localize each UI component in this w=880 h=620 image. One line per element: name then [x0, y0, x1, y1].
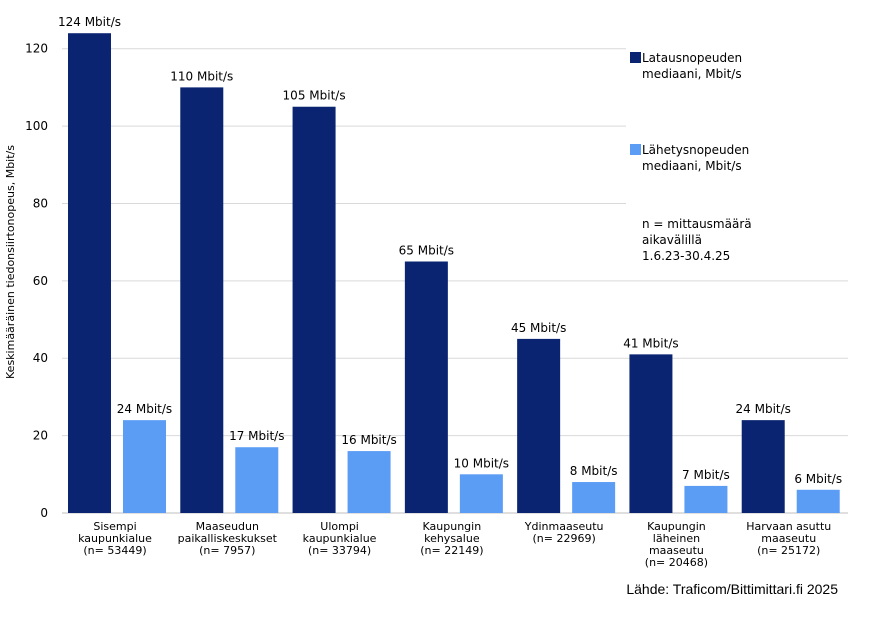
data-label: 41 Mbit/s: [623, 336, 678, 350]
category-label: Ydinmaaseutu: [524, 520, 604, 533]
y-tick-label: 20: [33, 429, 48, 443]
category-label: Ulompi: [320, 520, 359, 533]
bar-download: [517, 338, 561, 513]
bar-upload: [796, 489, 840, 513]
category-label: (n= 7957): [199, 544, 255, 557]
category-label: Maaseudun: [196, 520, 259, 533]
data-label: 65 Mbit/s: [399, 244, 454, 258]
legend-label: Lähetysnopeuden: [642, 143, 749, 157]
y-tick-label: 120: [25, 42, 48, 56]
data-label: 24 Mbit/s: [117, 402, 172, 416]
y-tick-label: 80: [33, 196, 48, 210]
category-label: maaseutu: [649, 544, 704, 557]
category-label: Sisempi: [93, 520, 136, 533]
data-label: 10 Mbit/s: [454, 456, 509, 470]
legend-label: mediaani, Mbit/s: [642, 159, 742, 173]
source-note: Lähde: Traficom/Bittimittari.fi 2025: [626, 581, 838, 597]
bar-download: [404, 261, 448, 513]
category-label: Harvaan asuttu: [746, 520, 831, 533]
bar-download: [741, 420, 785, 513]
y-axis-title: Keskimääräinen tiedonsiirtonopeus, Mbit/…: [4, 145, 17, 379]
data-label: 24 Mbit/s: [736, 402, 791, 416]
bar-upload: [235, 447, 279, 513]
bar-download: [629, 354, 673, 513]
category-label: (n= 22149): [420, 544, 483, 557]
bar-download: [68, 33, 111, 513]
category-label: (n= 33794): [308, 544, 371, 557]
category-label: kaupunkialue: [78, 532, 152, 545]
y-tick-label: 100: [25, 119, 48, 133]
legend-label: mediaani, Mbit/s: [642, 67, 742, 81]
bar-upload: [123, 420, 166, 513]
bar-upload: [347, 451, 391, 513]
data-label: 17 Mbit/s: [229, 429, 284, 443]
data-label: 45 Mbit/s: [511, 321, 566, 335]
category-label: läheinen: [653, 532, 700, 545]
category-label: Kaupungin: [647, 520, 706, 533]
category-label: (n= 20468): [645, 556, 708, 569]
y-tick-label: 60: [33, 274, 48, 288]
bar-upload: [684, 485, 728, 513]
category-label: kehysalue: [424, 532, 480, 545]
data-label: 7 Mbit/s: [682, 468, 730, 482]
bar-download: [292, 106, 336, 513]
data-label: 16 Mbit/s: [341, 433, 396, 447]
data-label: 110 Mbit/s: [170, 69, 233, 83]
category-label: (n= 53449): [83, 544, 146, 557]
category-label: kaupunkialue: [303, 532, 377, 545]
category-label: (n= 25172): [757, 544, 820, 557]
annotation-text: aikavälillä: [642, 233, 702, 247]
data-label: 124 Mbit/s: [58, 15, 121, 29]
category-label: Kaupungin: [423, 520, 482, 533]
bar-upload: [572, 482, 616, 513]
legend-swatch: [630, 52, 641, 63]
annotation-text: n = mittausmäärä: [642, 217, 752, 231]
data-label: 6 Mbit/s: [794, 472, 842, 486]
legend-label: Latausnopeuden: [642, 51, 742, 65]
bar-upload: [459, 474, 503, 513]
annotation-text: 1.6.23-30.4.25: [642, 249, 730, 263]
y-tick-label: 0: [40, 506, 48, 520]
bar-download: [180, 87, 224, 513]
legend-box: [626, 46, 848, 236]
legend-swatch: [630, 144, 641, 155]
data-label: 8 Mbit/s: [570, 464, 618, 478]
category-label: (n= 22969): [533, 532, 596, 545]
category-label: paikalliskeskukset: [178, 532, 278, 545]
data-label: 105 Mbit/s: [283, 89, 346, 103]
category-label: maaseutu: [761, 532, 816, 545]
y-tick-label: 40: [33, 351, 48, 365]
